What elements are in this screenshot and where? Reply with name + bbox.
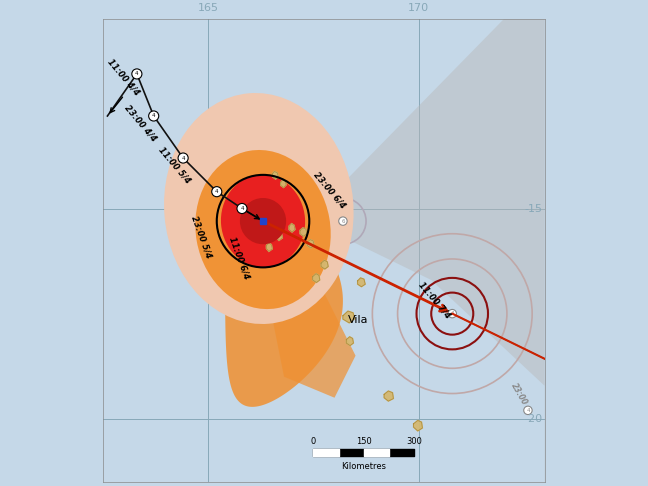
Polygon shape [307,240,314,248]
Text: -20: -20 [524,414,542,424]
Text: 4: 4 [181,156,185,160]
Text: 0: 0 [311,437,316,446]
Polygon shape [284,0,557,482]
Text: 23:00: 23:00 [509,382,529,407]
Polygon shape [300,228,307,236]
Text: 300: 300 [406,437,422,446]
Text: 165: 165 [198,3,219,13]
Polygon shape [384,391,393,401]
Polygon shape [343,311,354,323]
Circle shape [178,153,188,163]
Text: 4: 4 [215,189,218,194]
Text: 170: 170 [408,3,429,13]
Polygon shape [277,232,283,241]
Polygon shape [358,278,365,287]
Circle shape [132,69,142,79]
Text: Kilometres: Kilometres [341,462,386,471]
Text: 23:00 5/4: 23:00 5/4 [190,214,213,260]
Text: 4: 4 [152,114,156,119]
Polygon shape [321,260,328,269]
Text: 11:00 4/4: 11:00 4/4 [106,57,141,97]
Text: 23:00 4/4: 23:00 4/4 [122,103,158,143]
Ellipse shape [195,150,330,309]
Circle shape [339,217,347,226]
Text: 11:00 5/4: 11:00 5/4 [156,145,192,185]
Text: Vila: Vila [348,315,369,325]
Polygon shape [312,274,320,282]
Text: 11:00 7/4: 11:00 7/4 [417,279,452,320]
Ellipse shape [221,175,305,267]
Polygon shape [259,251,356,398]
Polygon shape [289,224,295,232]
Circle shape [237,204,247,213]
Text: 6: 6 [341,219,345,224]
Text: 4: 4 [450,311,454,316]
Polygon shape [413,420,422,431]
Text: 4: 4 [526,408,529,413]
Text: -15: -15 [525,204,542,213]
Polygon shape [281,180,286,188]
Polygon shape [266,243,272,251]
Text: 4: 4 [240,206,244,211]
Text: 23:00 6/4: 23:00 6/4 [312,171,347,210]
Circle shape [240,198,286,244]
Polygon shape [226,195,343,407]
Text: 4: 4 [135,71,139,76]
Ellipse shape [164,93,354,324]
Text: 11:00 6/4: 11:00 6/4 [227,236,251,280]
Circle shape [448,310,456,318]
Polygon shape [346,337,353,346]
Circle shape [524,406,532,415]
Polygon shape [272,172,278,179]
Circle shape [212,187,222,197]
Circle shape [148,111,159,121]
Text: 150: 150 [356,437,372,446]
